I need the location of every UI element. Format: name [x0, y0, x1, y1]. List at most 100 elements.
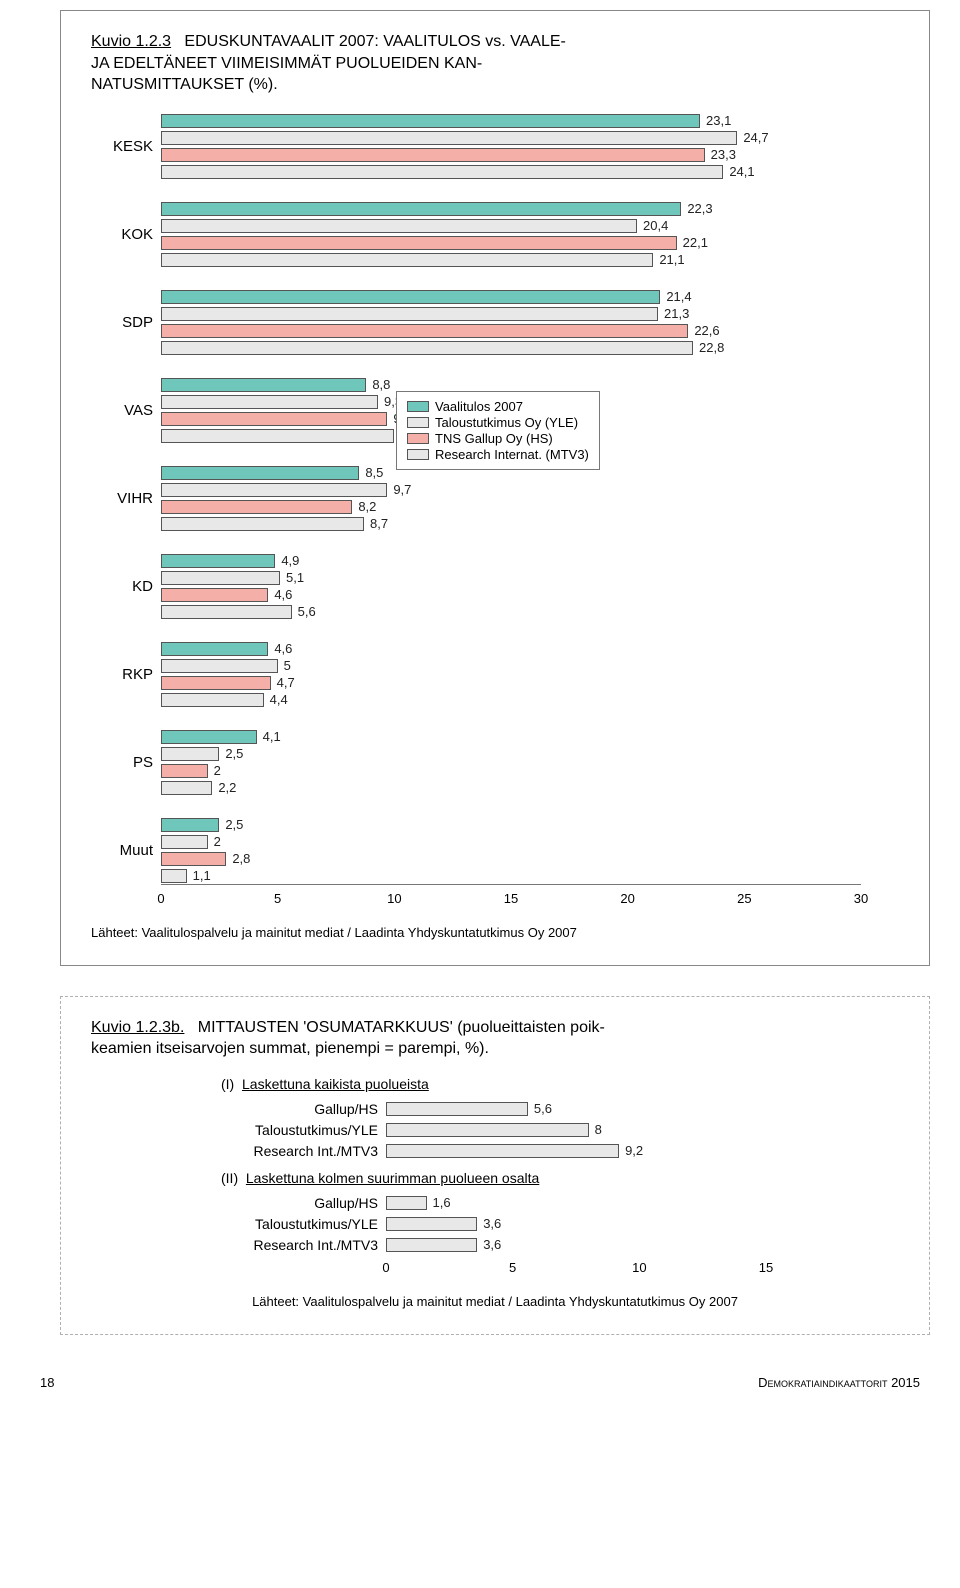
chart1-value-label: 22,6 — [694, 323, 719, 338]
chart2-row: Research Int./MTV3 9,2 — [221, 1142, 899, 1160]
chart2-row: Research Int./MTV3 3,6 — [221, 1236, 899, 1254]
chart1-title: Kuvio 1.2.3 EDUSKUNTAVAALIT 2007: VAALIT… — [91, 31, 899, 96]
chart1-row: PS 4,1 2,5 2 2,2 — [91, 728, 899, 797]
chart1-xaxis: 051015202530 — [161, 891, 861, 911]
chart2-bar: 9,2 — [386, 1143, 899, 1159]
chart1-bar: 4,1 — [161, 729, 899, 745]
chart2-category-label: Gallup/HS — [221, 1101, 386, 1117]
chart1-panel: Kuvio 1.2.3 EDUSKUNTAVAALIT 2007: VAALIT… — [60, 10, 930, 966]
chart1-bar: 2 — [161, 834, 899, 850]
chart2-bar: 3,6 — [386, 1216, 899, 1232]
chart1-value-label: 23,1 — [706, 113, 731, 128]
chart1-xtick: 20 — [620, 891, 634, 906]
chart1-bar: 5,1 — [161, 570, 899, 586]
chart2-value-label: 8 — [595, 1122, 602, 1137]
chart1-value-label: 4,6 — [274, 587, 292, 602]
chart1-value-label: 24,1 — [729, 164, 754, 179]
chart2-category-label: Research Int./MTV3 — [221, 1237, 386, 1253]
chart1-row: RKP 4,6 5 4,7 4,4 — [91, 640, 899, 709]
chart1-row: SDP 21,4 21,3 22,6 22,8 — [91, 288, 899, 357]
chart1-bar: 5,6 — [161, 604, 899, 620]
chart1-category-label: KOK — [91, 226, 161, 243]
legend-row: Research Internat. (MTV3) — [407, 447, 589, 462]
footer-right: Demokratiaindikaattorit 2015 — [758, 1375, 920, 1390]
chart1-row: VIHR 8,5 9,7 8,2 8,7 — [91, 464, 899, 533]
legend-row: TNS Gallup Oy (HS) — [407, 431, 589, 446]
chart1-bar: 4,6 — [161, 587, 899, 603]
chart1-bar: 22,8 — [161, 340, 899, 356]
chart1-bar: 4,9 — [161, 553, 899, 569]
chart2-section2-head: (II) Laskettuna kolmen suurimman puoluee… — [221, 1170, 899, 1186]
chart2-bar: 3,6 — [386, 1237, 899, 1253]
chart2-bar: 1,6 — [386, 1195, 899, 1211]
chart1-value-label: 2 — [214, 763, 221, 778]
chart1-value-label: 23,3 — [711, 147, 736, 162]
chart1-value-label: 4,7 — [277, 675, 295, 690]
chart1-bar: 2,5 — [161, 746, 899, 762]
chart1-value-label: 21,3 — [664, 306, 689, 321]
chart1-value-label: 22,8 — [699, 340, 724, 355]
legend-label: Taloustutkimus Oy (YLE) — [435, 415, 578, 430]
chart1-bar: 23,3 — [161, 147, 899, 163]
chart1-value-label: 5,6 — [298, 604, 316, 619]
chart1-value-label: 2 — [214, 834, 221, 849]
section1-label: (I) — [221, 1076, 234, 1092]
chart1-value-label: 20,4 — [643, 218, 668, 233]
chart1-xtick: 10 — [387, 891, 401, 906]
chart1-bar: 21,3 — [161, 306, 899, 322]
legend-swatch — [407, 449, 429, 460]
chart1-row: Muut 2,5 2 2,8 1,1 — [91, 816, 899, 885]
chart1-value-label: 4,6 — [274, 641, 292, 656]
chart1-value-label: 8,8 — [372, 377, 390, 392]
chart2-xtick: 0 — [382, 1260, 389, 1275]
chart1-value-label: 4,9 — [281, 553, 299, 568]
chart1-bar: 22,3 — [161, 201, 899, 217]
page-number: 18 — [40, 1375, 54, 1390]
chart2-value-label: 3,6 — [483, 1216, 501, 1231]
chart2-title: Kuvio 1.2.3b. MITTAUSTEN 'OSUMATARKKUUS'… — [91, 1017, 899, 1060]
chart1-bar: 4,4 — [161, 692, 899, 708]
chart1-value-label: 22,1 — [683, 235, 708, 250]
chart1-value-label: 2,2 — [218, 780, 236, 795]
chart2-value-label: 9,2 — [625, 1143, 643, 1158]
chart1-category-label: PS — [91, 754, 161, 771]
chart2-category-label: Research Int./MTV3 — [221, 1143, 386, 1159]
chart1-bar: 2 — [161, 763, 899, 779]
chart1-row: KESK 23,1 24,7 23,3 24,1 — [91, 112, 899, 181]
chart1-value-label: 1,1 — [193, 868, 211, 883]
chart1-value-label: 4,1 — [263, 729, 281, 744]
chart1-value-label: 21,4 — [666, 289, 691, 304]
chart1-xtick: 30 — [854, 891, 868, 906]
legend-row: Taloustutkimus Oy (YLE) — [407, 415, 589, 430]
chart1-value-label: 22,3 — [687, 201, 712, 216]
chart1-xtick: 25 — [737, 891, 751, 906]
chart1-value-label: 24,7 — [743, 130, 768, 145]
chart2a-plot: Gallup/HS 5,6 Taloustutkimus/YLE 8 Resea — [221, 1100, 899, 1160]
chart2-row: Taloustutkimus/YLE 8 — [221, 1121, 899, 1139]
chart1-bar: 23,1 — [161, 113, 899, 129]
chart1-bar: 2,8 — [161, 851, 899, 867]
chart2-row: Taloustutkimus/YLE 3,6 — [221, 1215, 899, 1233]
chart1-value-label: 4,4 — [270, 692, 288, 707]
chart1-category-label: KESK — [91, 138, 161, 155]
chart1-bar: 24,1 — [161, 164, 899, 180]
chart1-bar: 1,1 — [161, 868, 899, 884]
chart1-bar: 20,4 — [161, 218, 899, 234]
chart1-bar: 9,7 — [161, 482, 899, 498]
chart1-bar: 24,7 — [161, 130, 899, 146]
chart2-category-label: Taloustutkimus/YLE — [221, 1122, 386, 1138]
legend-swatch — [407, 417, 429, 428]
legend-label: Vaalitulos 2007 — [435, 399, 523, 414]
legend-label: Research Internat. (MTV3) — [435, 447, 589, 462]
chart1-value-label: 8,7 — [370, 516, 388, 531]
section2-u: Laskettuna kolmen suurimman puolueen osa… — [246, 1170, 539, 1186]
chart1-plot: KESK 23,1 24,7 23,3 24,1 KOK 22,3 20,4 — [91, 112, 899, 885]
page-footer: 18 Demokratiaindikaattorit 2015 — [40, 1375, 920, 1390]
chart1-row: KOK 22,3 20,4 22,1 21,1 — [91, 200, 899, 269]
chart1-bar: 4,7 — [161, 675, 899, 691]
chart2b-plot: Gallup/HS 1,6 Taloustutkimus/YLE 3,6 Res — [221, 1194, 899, 1254]
legend-row: Vaalitulos 2007 — [407, 399, 589, 414]
chart1-value-label: 21,1 — [659, 252, 684, 267]
chart2-xtick: 10 — [632, 1260, 646, 1275]
chart1-legend: Vaalitulos 2007 Taloustutkimus Oy (YLE) … — [396, 391, 600, 470]
